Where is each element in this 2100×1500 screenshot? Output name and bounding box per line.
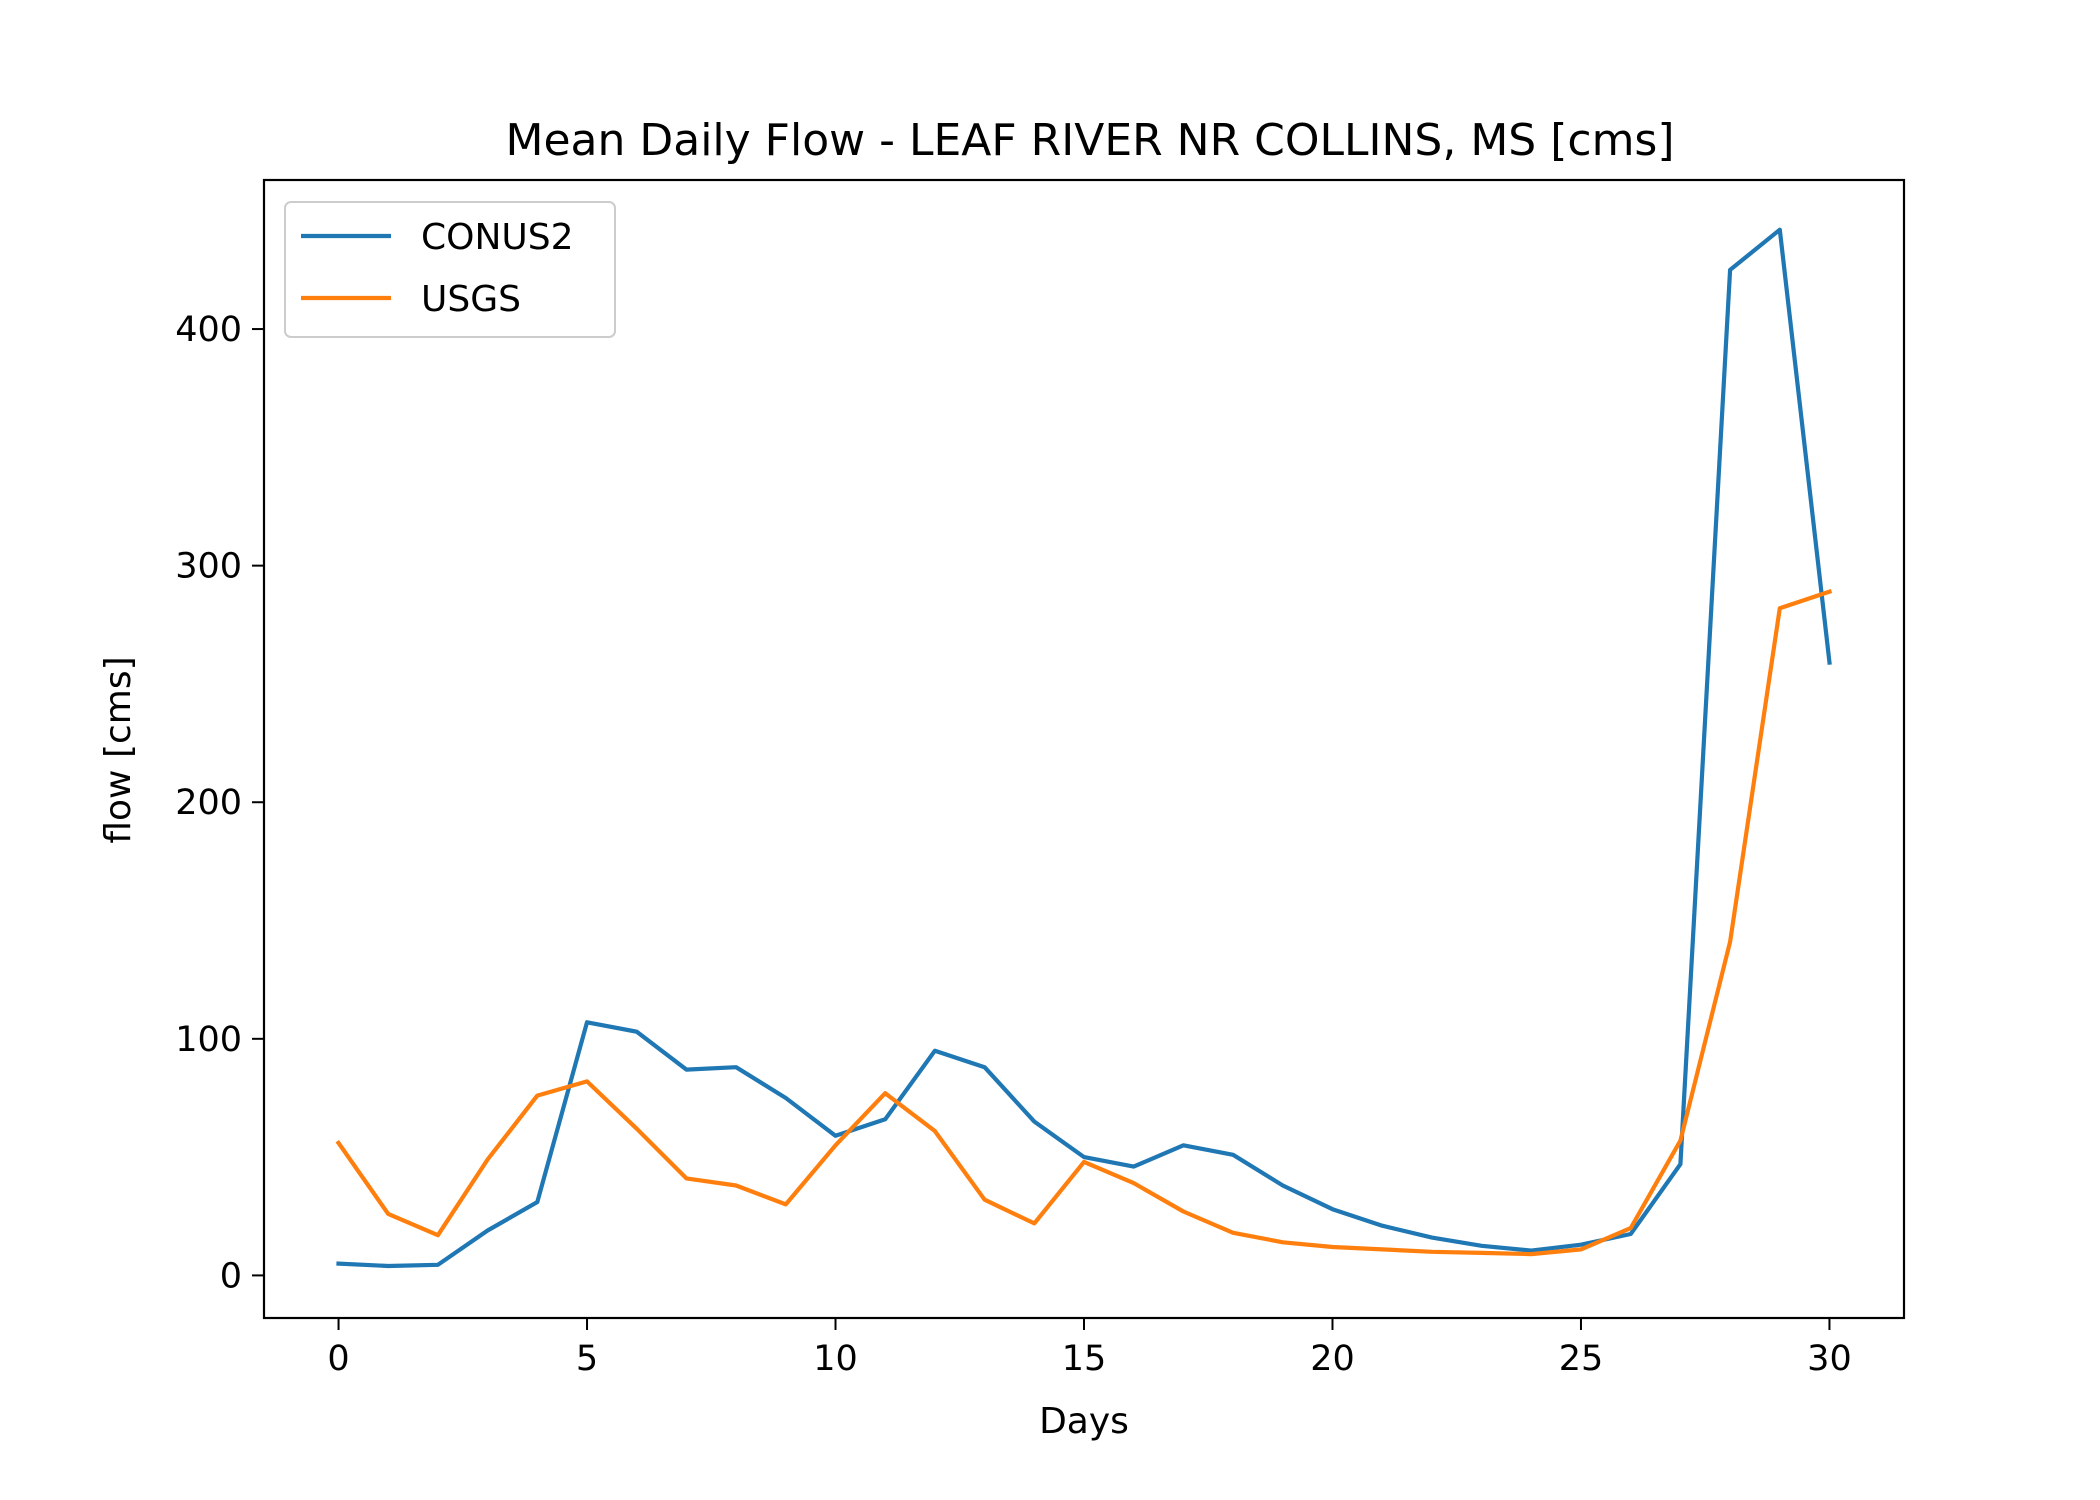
series-layer bbox=[335, 227, 1833, 1269]
y-axis-label: flow [cms] bbox=[98, 656, 139, 843]
series-line-conus2 bbox=[336, 227, 1832, 1269]
legend-label-conus2: CONUS2 bbox=[421, 217, 574, 258]
plot-area-frame bbox=[262, 178, 1906, 1320]
x-tick-label: 5 bbox=[576, 1339, 598, 1379]
y-tick-label: 100 bbox=[175, 1020, 242, 1060]
x-tick-label: 20 bbox=[1310, 1339, 1355, 1379]
x-tick-label: 10 bbox=[813, 1339, 858, 1379]
x-tick-label: 25 bbox=[1559, 1339, 1604, 1379]
x-axis-label: Days bbox=[1039, 1401, 1129, 1442]
x-axis: 0 5 10 15 20 25 30 bbox=[327, 1318, 1852, 1379]
x-tick-label: 15 bbox=[1062, 1339, 1107, 1379]
y-axis: 0 100 200 300 400 bbox=[175, 310, 264, 1296]
y-tick-label: 200 bbox=[175, 783, 242, 823]
y-tick-label: 300 bbox=[175, 547, 242, 587]
x-tick-label: 0 bbox=[327, 1339, 349, 1379]
x-tick-label: 30 bbox=[1807, 1339, 1852, 1379]
series-line-usgs bbox=[335, 589, 1833, 1257]
legend-label-usgs: USGS bbox=[421, 279, 521, 320]
y-tick-label: 400 bbox=[175, 310, 242, 350]
y-tick-label: 0 bbox=[220, 1256, 242, 1296]
legend: CONUS2 USGS bbox=[284, 201, 616, 338]
chart-title: Mean Daily Flow - LEAF RIVER NR COLLINS,… bbox=[505, 115, 1674, 166]
